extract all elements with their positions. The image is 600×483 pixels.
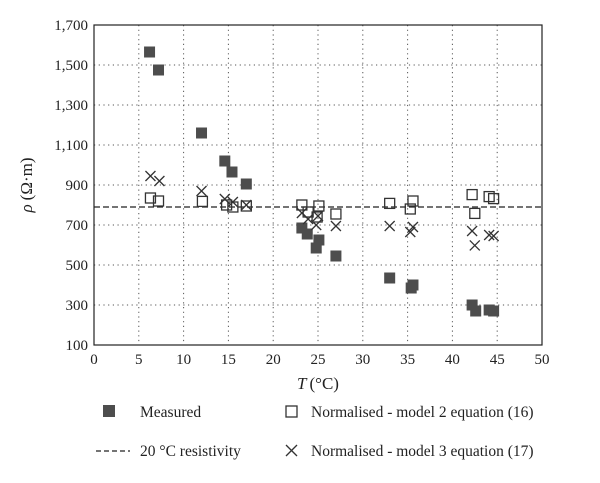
x-tick-label: 40	[445, 352, 460, 368]
y-tick-labels: 100 300 500 700 900 1,100 1,300 1,500 1,700	[54, 18, 88, 354]
model3-point	[407, 221, 419, 233]
y-tick-label: 700	[66, 218, 89, 234]
measured-point	[219, 155, 231, 167]
y-tick-label: 300	[66, 298, 89, 314]
y-tick-label: 1,300	[54, 98, 88, 114]
series-0	[144, 46, 500, 317]
data-points	[144, 46, 500, 317]
model3-point	[488, 230, 500, 242]
model2-point	[152, 195, 165, 207]
measured-point	[153, 64, 165, 76]
measured-point	[407, 279, 419, 291]
legend-marker-filled-square	[103, 405, 115, 417]
x-axis-unit: (°C)	[310, 374, 339, 393]
y-tick-label: 500	[66, 258, 89, 274]
y-axis-symbol: ρ	[17, 204, 36, 213]
measured-point	[384, 272, 396, 284]
x-tick-label: 0	[90, 352, 98, 368]
x-tick-label: 25	[311, 352, 326, 368]
measured-point	[488, 305, 500, 317]
x-tick-label: 5	[135, 352, 143, 368]
legend-label-measured: Measured	[140, 404, 201, 421]
legend-label-model2: Normalised - model 2 equation (16)	[311, 404, 534, 421]
x-tick-label: 45	[490, 352, 505, 368]
legend-marker-cross	[285, 444, 298, 457]
measured-point	[144, 46, 156, 58]
y-tick-label: 100	[66, 338, 89, 354]
y-axis-label: ρ (Ω·m)	[17, 157, 36, 213]
model2-point	[407, 195, 419, 207]
model2-point	[196, 195, 209, 208]
legend-marker-open-square	[285, 405, 298, 418]
model3-point	[227, 196, 239, 208]
y-axis-unit: (Ω·m)	[17, 157, 36, 200]
model2-point	[466, 188, 478, 201]
x-axis-label: T (°C)	[297, 374, 339, 393]
measured-point	[310, 242, 322, 254]
legend-item-reference: 20 °C resistivity	[96, 443, 241, 460]
model2-point	[487, 192, 500, 205]
measured-point	[301, 228, 313, 240]
legend-label-reference: 20 °C resistivity	[140, 443, 241, 460]
model3-point	[330, 220, 342, 232]
model3-point	[466, 225, 478, 237]
x-axis-symbol: T	[297, 374, 308, 393]
model3-point	[153, 175, 165, 187]
model3-point	[196, 185, 207, 197]
model3-point	[240, 199, 252, 211]
x-tick-label: 10	[176, 352, 191, 368]
x-tick-label: 35	[400, 352, 415, 368]
model3-point	[312, 210, 324, 222]
model2-point	[313, 200, 325, 212]
legend-item-measured: Measured	[103, 404, 201, 421]
model3-point	[302, 213, 314, 225]
model3-point	[483, 229, 495, 241]
model3-point	[384, 220, 396, 232]
y-tick-label: 1,700	[54, 18, 88, 34]
x-tick-label: 15	[221, 352, 236, 368]
x-tick-label: 50	[535, 352, 550, 368]
y-tick-label: 900	[66, 178, 89, 194]
legend-item-model2: Normalised - model 2 equation (16)	[285, 404, 534, 421]
measured-point	[196, 127, 208, 139]
model3-point	[219, 193, 231, 205]
legend: Measured Normalised - model 2 equation (…	[96, 404, 534, 460]
model2-point	[296, 199, 308, 211]
measured-point	[330, 250, 342, 262]
legend-label-model3: Normalised - model 3 equation (17)	[311, 443, 534, 460]
y-tick-label: 1,500	[54, 58, 88, 74]
model2-point	[311, 211, 323, 223]
measured-point	[240, 178, 252, 190]
measured-point	[470, 305, 482, 317]
series-2	[144, 170, 500, 251]
x-tick-label: 20	[266, 352, 281, 368]
plot-frame	[93, 24, 543, 346]
model2-point	[330, 208, 342, 220]
legend-item-model3: Normalised - model 3 equation (17)	[285, 443, 534, 460]
model2-point	[144, 192, 157, 204]
y-tick-label: 1,100	[54, 138, 88, 154]
measured-point	[313, 234, 325, 246]
model3-point	[469, 239, 481, 251]
x-tick-label: 30	[355, 352, 370, 368]
measured-point	[466, 299, 478, 311]
model3-point	[404, 226, 416, 238]
model2-point	[384, 197, 396, 210]
model2-point	[240, 200, 252, 212]
x-tick-labels: 0 5 10 15 20 25 30 35 40 45 50	[90, 352, 549, 368]
measured-point	[296, 222, 308, 234]
grid-lines	[94, 25, 542, 345]
model2-point	[404, 203, 416, 215]
measured-point	[226, 166, 238, 178]
model3-point	[144, 170, 156, 182]
model2-point	[469, 207, 481, 220]
model3-point	[310, 219, 322, 231]
